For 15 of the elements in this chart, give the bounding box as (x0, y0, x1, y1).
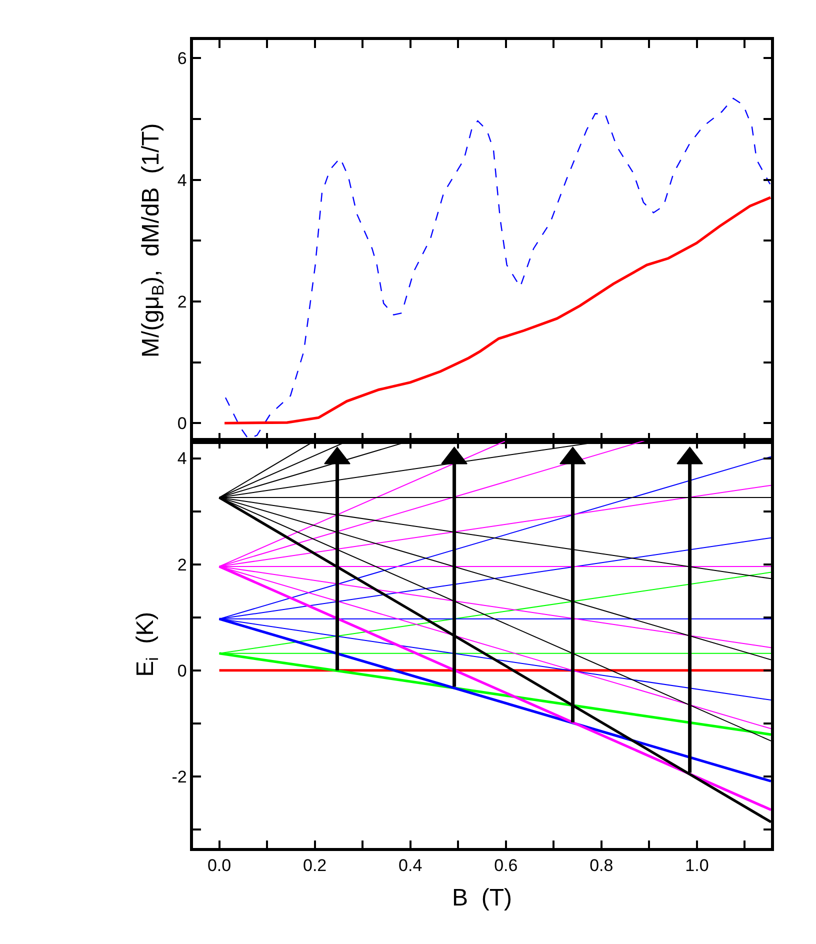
y-tick-label: 0 (177, 661, 187, 680)
x-tick-label: 1.0 (685, 856, 709, 876)
y-tick-label: 2 (177, 555, 187, 574)
y-tick-label: 4 (177, 449, 187, 468)
x-tick-label: 0.4 (398, 856, 422, 876)
y-tick-label: -2 (172, 767, 187, 786)
x-tick-label: 0.0 (207, 856, 232, 876)
x-tick-label: 0.2 (302, 856, 327, 876)
y-tick-label: 6 (177, 49, 187, 68)
y-tick-label: 2 (177, 292, 187, 312)
x-axis-title: B (T) (452, 884, 512, 912)
y-tick-label: 4 (177, 170, 187, 190)
x-tick-label: 0.8 (590, 856, 614, 876)
x-tick-label: 0.6 (494, 856, 518, 876)
y-tick-label: 0 (177, 414, 187, 434)
